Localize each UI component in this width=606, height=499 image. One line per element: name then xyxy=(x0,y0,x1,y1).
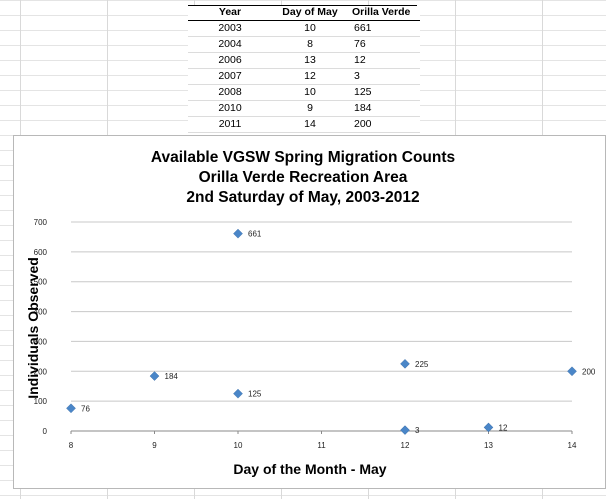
data-label: 225 xyxy=(415,360,429,369)
cell-year[interactable]: 2008 xyxy=(188,84,272,101)
cell-orilla-verde[interactable]: 200 xyxy=(348,116,420,133)
cell-orilla-verde[interactable]: 125 xyxy=(348,84,420,101)
cell-orilla-verde[interactable]: 184 xyxy=(348,100,420,117)
table-row: 2004 8 76 xyxy=(188,36,420,53)
x-tick-label: 13 xyxy=(484,441,493,450)
x-tick-label: 9 xyxy=(152,441,157,450)
y-tick-label: 400 xyxy=(34,308,48,317)
data-table: Year Day of May Orilla Verde 2003 10 661 20… xyxy=(188,5,420,149)
cell-day-of-may[interactable]: 10 xyxy=(272,20,348,37)
table-row: 2008 10 125 xyxy=(188,84,420,101)
y-tick-label: 700 xyxy=(34,218,48,227)
y-axis-title: Individuals Observed xyxy=(25,257,41,399)
cell-day-of-may[interactable]: 13 xyxy=(272,52,348,69)
data-point-marker xyxy=(149,371,160,381)
data-point-marker xyxy=(400,425,410,435)
table-row: 2007 12 3 xyxy=(188,68,420,85)
cell-year[interactable]: 2010 xyxy=(188,100,272,117)
table-row: 2006 13 12 xyxy=(188,52,420,69)
data-point-marker xyxy=(400,358,410,369)
data-point-marker xyxy=(233,388,243,399)
header-year[interactable]: Year xyxy=(188,5,272,21)
cell-orilla-verde[interactable]: 661 xyxy=(348,20,420,37)
x-tick-label: 8 xyxy=(69,441,74,450)
table-header-row: Year Day of May Orilla Verde xyxy=(188,5,420,21)
cell-year[interactable]: 2004 xyxy=(188,36,272,53)
data-label: 661 xyxy=(248,230,262,239)
data-point-marker xyxy=(567,366,577,377)
y-tick-label: 300 xyxy=(34,337,48,346)
cell-year[interactable]: 2006 xyxy=(188,52,272,69)
cell-year[interactable]: 2007 xyxy=(188,68,272,85)
data-label: 3 xyxy=(415,426,420,435)
y-tick-label: 600 xyxy=(34,248,48,257)
y-tick-label: 500 xyxy=(34,278,48,287)
cell-day-of-may[interactable]: 10 xyxy=(272,84,348,101)
cell-day-of-may[interactable]: 8 xyxy=(272,36,348,53)
table-row: 2011 14 200 xyxy=(188,116,420,133)
data-label: 184 xyxy=(165,372,179,381)
cell-day-of-may[interactable]: 9 xyxy=(272,100,348,117)
chart-title-line-3: 2nd Saturday of May, 2003-2012 xyxy=(186,189,420,206)
data-label: 125 xyxy=(248,390,262,399)
y-tick-label: 0 xyxy=(43,427,48,436)
chart-title-line-2: Orilla Verde Recreation Area xyxy=(198,169,408,186)
chart-title: Available VGSW Spring Migration Counts O… xyxy=(0,148,606,208)
table-row: 2010 9 184 xyxy=(188,100,420,117)
y-tick-label: 200 xyxy=(34,367,48,376)
x-tick-label: 12 xyxy=(401,441,410,450)
cell-year[interactable]: 2011 xyxy=(188,116,272,133)
header-day-of-may[interactable]: Day of May xyxy=(272,5,348,21)
table-top-rule xyxy=(188,5,417,6)
cell-year[interactable]: 2003 xyxy=(188,20,272,37)
y-tick-label: 100 xyxy=(34,397,48,406)
cell-day-of-may[interactable]: 12 xyxy=(272,68,348,85)
cell-orilla-verde[interactable]: 76 xyxy=(348,36,420,53)
data-point-marker xyxy=(483,422,494,433)
data-point-marker xyxy=(233,228,243,239)
x-axis-title: Day of the Month - May xyxy=(233,461,387,477)
cell-orilla-verde[interactable]: 12 xyxy=(348,52,420,69)
x-tick-label: 11 xyxy=(317,441,326,450)
header-orilla-verde[interactable]: Orilla Verde xyxy=(348,5,420,21)
chart-title-line-1: Available VGSW Spring Migration Counts xyxy=(150,149,456,166)
x-tick-label: 10 xyxy=(234,441,243,450)
data-label: 200 xyxy=(582,367,596,376)
cell-orilla-verde[interactable]: 3 xyxy=(348,68,420,85)
data-label: 12 xyxy=(499,423,508,432)
x-tick-label: 14 xyxy=(568,441,577,450)
data-label: 76 xyxy=(81,404,90,413)
table-row: 2003 10 661 xyxy=(188,20,420,37)
data-point-marker xyxy=(66,403,76,414)
cell-day-of-may[interactable]: 14 xyxy=(272,116,348,133)
